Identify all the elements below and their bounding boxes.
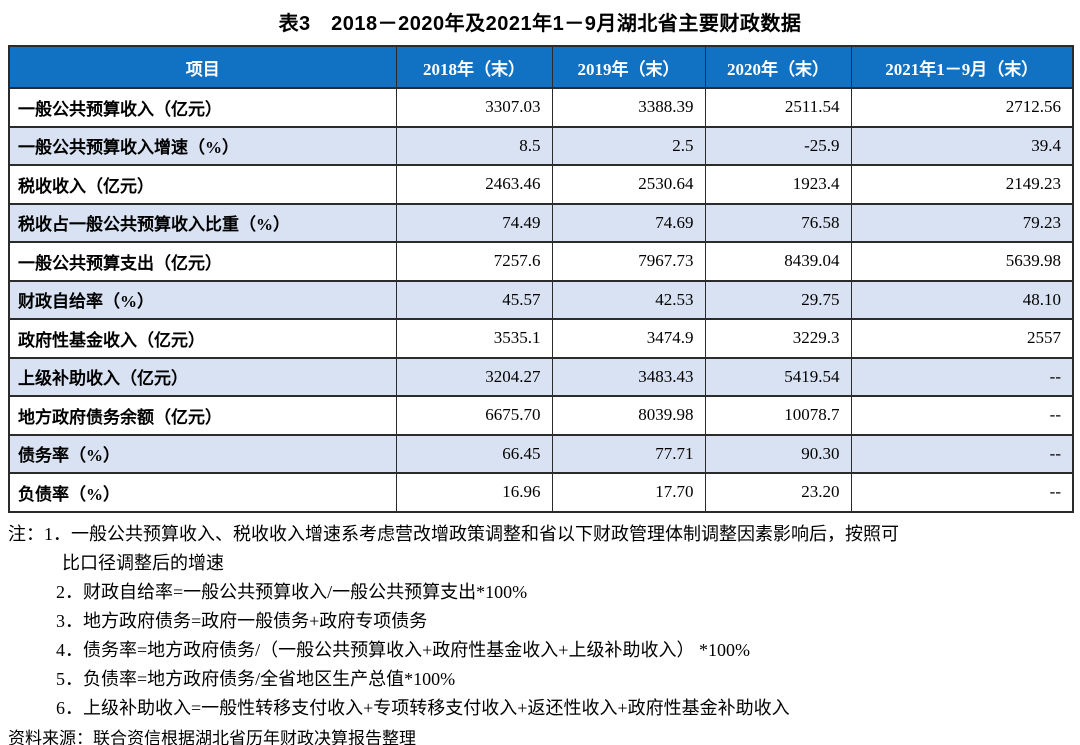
row-label: 上级补助收入（亿元） <box>8 356 397 397</box>
cell-value: 42.53 <box>551 279 706 320</box>
row-label: 地方政府债务余额（亿元） <box>8 395 397 436</box>
cell-value: 79.23 <box>850 202 1074 243</box>
cell-value: 3535.1 <box>395 318 553 359</box>
cell-value: -- <box>850 433 1074 474</box>
cell-value: 48.10 <box>850 279 1074 320</box>
note-line: 注：1．一般公共预算收入、税收收入增速系考虑营改增政策调整和省以下财政管理体制调… <box>8 523 899 544</box>
row-label: 税收占一般公共预算收入比重（%） <box>8 202 397 243</box>
cell-value: 1923.4 <box>704 164 852 205</box>
cell-value: 3388.39 <box>551 87 706 128</box>
source-line: 资料来源：联合资信根据湖北省历年财政决算报告整理 <box>8 728 416 745</box>
row-label: 财政自给率（%） <box>8 279 397 320</box>
table-row: 债务率（%） 66.45 77.71 90.30 -- <box>8 433 1074 474</box>
cell-value: 2557 <box>850 318 1074 359</box>
note-line: 3．地方政府债务=政府一般债务+政府专项债务 <box>56 610 428 631</box>
row-label: 一般公共预算支出（亿元） <box>8 241 397 282</box>
cell-value: 74.49 <box>395 202 553 243</box>
cell-value: -- <box>850 356 1074 397</box>
cell-value: 23.20 <box>704 472 852 513</box>
col-header-2020: 2020年（末） <box>704 45 852 89</box>
row-label: 负债率（%） <box>8 472 397 513</box>
cell-value: 3307.03 <box>395 87 553 128</box>
col-header-2019: 2019年（末） <box>551 45 706 89</box>
cell-value: 77.71 <box>551 433 706 474</box>
cell-value: 3204.27 <box>395 356 553 397</box>
cell-value: 7257.6 <box>395 241 553 282</box>
table-row: 负债率（%） 16.96 17.70 23.20 -- <box>8 472 1074 513</box>
cell-value: 6675.70 <box>395 395 553 436</box>
note-line: 5．负债率=地方政府债务/全省地区生产总值*100% <box>56 668 456 689</box>
cell-value: 3474.9 <box>551 318 706 359</box>
cell-value: 76.58 <box>704 202 852 243</box>
cell-value: 10078.7 <box>704 395 852 436</box>
cell-value: 16.96 <box>395 472 553 513</box>
cell-value: 45.57 <box>395 279 553 320</box>
col-header-2018: 2018年（末） <box>395 45 553 89</box>
row-label: 一般公共预算收入增速（%） <box>8 125 397 166</box>
note-line: 6．上级补助收入=一般性转移支付收入+专项转移支付收入+返还性收入+政府性基金补… <box>56 697 790 718</box>
cell-value: 2149.23 <box>850 164 1074 205</box>
cell-value: 2.5 <box>551 125 706 166</box>
table-row: 一般公共预算收入增速（%） 8.5 2.5 -25.9 39.4 <box>8 125 1074 166</box>
cell-value: 7967.73 <box>551 241 706 282</box>
cell-value: 2530.64 <box>551 164 706 205</box>
note-line: 2．财政自给率=一般公共预算收入/一般公共预算支出*100% <box>56 581 528 602</box>
cell-value: 39.4 <box>850 125 1074 166</box>
cell-value: 3483.43 <box>551 356 706 397</box>
cell-value: 2712.56 <box>850 87 1074 128</box>
cell-value: 74.69 <box>551 202 706 243</box>
row-label: 政府性基金收入（亿元） <box>8 318 397 359</box>
table-title: 表3 2018－2020年及2021年1－9月湖北省主要财政数据 <box>278 13 802 35</box>
table-row: 政府性基金收入（亿元） 3535.1 3474.9 3229.3 2557 <box>8 318 1074 359</box>
col-header-2021: 2021年1－9月（末） <box>850 45 1074 89</box>
fiscal-data-table: 项目 2018年（末） 2019年（末） 2020年（末） 2021年1－9月（… <box>8 45 1074 513</box>
table-row: 上级补助收入（亿元） 3204.27 3483.43 5419.54 -- <box>8 356 1074 397</box>
cell-value: 17.70 <box>551 472 706 513</box>
cell-value: -- <box>850 472 1074 513</box>
notes-section: 注：1．一般公共预算收入、税收收入增速系考虑营改增政策调整和省以下财政管理体制调… <box>0 520 1080 745</box>
col-header-item: 项目 <box>8 45 397 89</box>
row-label: 税收收入（亿元） <box>8 164 397 205</box>
cell-value: 8039.98 <box>551 395 706 436</box>
cell-value: 8439.04 <box>704 241 852 282</box>
cell-value: 5639.98 <box>850 241 1074 282</box>
table-row: 一般公共预算支出（亿元） 7257.6 7967.73 8439.04 5639… <box>8 241 1074 282</box>
table-row: 税收收入（亿元） 2463.46 2530.64 1923.4 2149.23 <box>8 164 1074 205</box>
cell-value: 29.75 <box>704 279 852 320</box>
cell-value: 66.45 <box>395 433 553 474</box>
cell-value: 8.5 <box>395 125 553 166</box>
row-label: 一般公共预算收入（亿元） <box>8 87 397 128</box>
table-header-row: 项目 2018年（末） 2019年（末） 2020年（末） 2021年1－9月（… <box>8 45 1074 89</box>
cell-value: 2511.54 <box>704 87 852 128</box>
cell-value: 5419.54 <box>704 356 852 397</box>
note-line: 4．债务率=地方政府债务/（一般公共预算收入+政府性基金收入+上级补助收入） *… <box>56 639 750 660</box>
cell-value: 2463.46 <box>395 164 553 205</box>
cell-value: -25.9 <box>704 125 852 166</box>
table-row: 地方政府债务余额（亿元） 6675.70 8039.98 10078.7 -- <box>8 395 1074 436</box>
cell-value: 90.30 <box>704 433 852 474</box>
table-row: 财政自给率（%） 45.57 42.53 29.75 48.10 <box>8 279 1074 320</box>
note-line: 比口径调整后的增速 <box>62 552 224 573</box>
table-row: 一般公共预算收入（亿元） 3307.03 3388.39 2511.54 271… <box>8 87 1074 128</box>
row-label: 债务率（%） <box>8 433 397 474</box>
cell-value: -- <box>850 395 1074 436</box>
cell-value: 3229.3 <box>704 318 852 359</box>
table-row: 税收占一般公共预算收入比重（%） 74.49 74.69 76.58 79.23 <box>8 202 1074 243</box>
